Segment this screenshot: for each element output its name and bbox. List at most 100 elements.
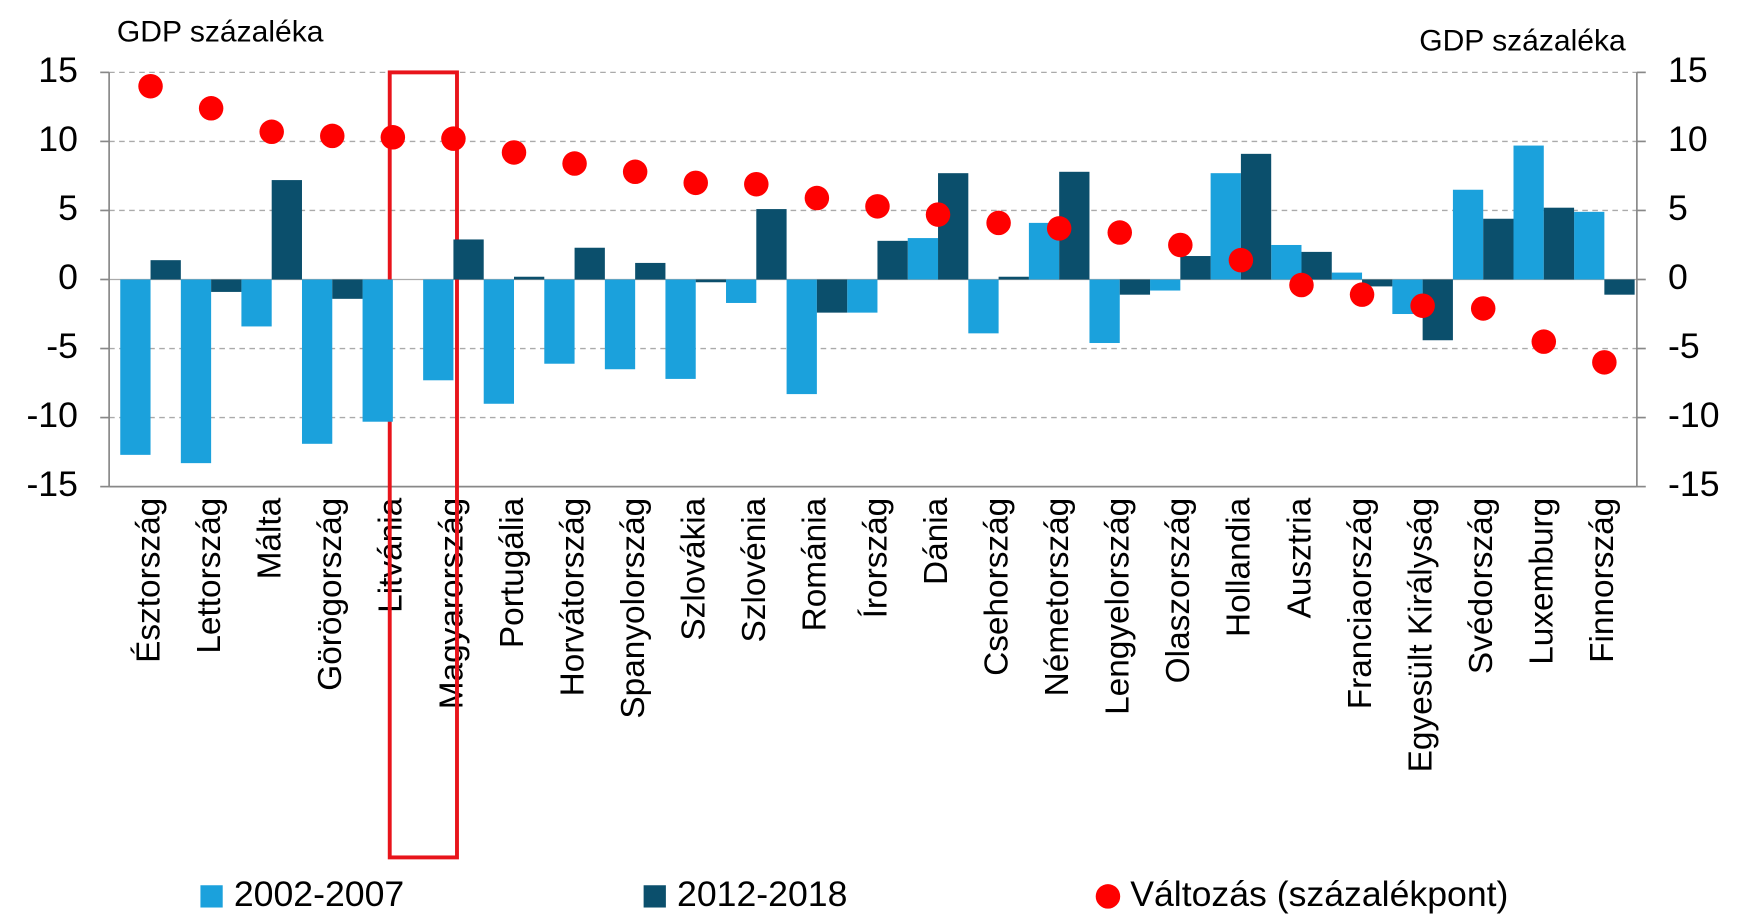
dot xyxy=(138,73,163,99)
x-tick-label: Románia xyxy=(797,497,834,631)
bar xyxy=(998,276,1029,280)
bar xyxy=(1513,145,1544,280)
bar xyxy=(635,262,666,280)
y-axis-title: GDP százaléka xyxy=(117,15,324,48)
bar xyxy=(1271,244,1302,280)
x-tick-label: Portugália xyxy=(494,497,531,648)
x-tick-label: Málta xyxy=(252,497,289,579)
bar xyxy=(695,279,727,283)
bar xyxy=(1150,279,1181,291)
bar xyxy=(1604,279,1635,295)
dot xyxy=(380,125,406,150)
dot xyxy=(1046,216,1072,241)
bar xyxy=(120,279,151,455)
dot xyxy=(562,151,587,176)
dot xyxy=(1592,350,1617,375)
dot xyxy=(986,210,1011,236)
x-tick-label: Horvátország xyxy=(554,498,591,697)
dot xyxy=(1349,282,1375,307)
y2-tick-label: -15 xyxy=(1668,464,1720,504)
legend-label: Változás (százalékpont) xyxy=(1130,874,1508,914)
x-tick-label: Egyesült Királyság xyxy=(1402,498,1439,773)
bar xyxy=(332,279,363,299)
legend-swatch xyxy=(643,885,666,908)
dot xyxy=(804,185,830,211)
dot xyxy=(501,140,527,165)
bar xyxy=(271,180,302,280)
y2-tick-label: 15 xyxy=(1668,50,1708,90)
x-tick-label: Görögország xyxy=(312,498,349,691)
bar xyxy=(1543,207,1575,280)
dot xyxy=(259,119,284,145)
x-tick-label: Ausztria xyxy=(1281,497,1318,618)
bar xyxy=(907,238,939,280)
bar xyxy=(726,279,757,303)
x-tick-label: Hollandia xyxy=(1221,497,1258,637)
bar xyxy=(847,279,878,313)
x-tick-label: Spanyolország xyxy=(615,498,652,719)
bar xyxy=(1452,189,1484,280)
bar xyxy=(938,173,969,280)
bar xyxy=(1574,211,1605,280)
y-tick-label: 0 xyxy=(58,257,78,297)
dot xyxy=(925,202,951,227)
bar xyxy=(150,260,181,280)
dot xyxy=(1107,220,1133,245)
bar xyxy=(786,279,817,395)
x-tick-label: Szlovákia xyxy=(676,497,713,640)
dot xyxy=(622,159,648,185)
bar xyxy=(756,209,787,280)
bar xyxy=(241,279,272,327)
y2-tick-label: 5 xyxy=(1668,188,1688,228)
legend-label: 2012-2018 xyxy=(677,874,847,914)
bar xyxy=(968,279,999,334)
highlight-box xyxy=(387,70,459,860)
y-tick-label: -15 xyxy=(26,464,78,504)
x-tick-label: Dánia xyxy=(918,497,955,585)
bar xyxy=(514,276,545,280)
bar xyxy=(362,279,393,422)
x-tick-label: Finnország xyxy=(1584,498,1621,663)
bar xyxy=(423,279,454,381)
y-tick-label: 15 xyxy=(38,50,78,90)
y2-tick-label: -10 xyxy=(1668,395,1720,435)
dot xyxy=(198,96,224,121)
bar xyxy=(604,279,636,370)
bar xyxy=(574,247,605,280)
x-tick-label: Lettország xyxy=(191,498,228,654)
y-tick-label: 5 xyxy=(58,188,78,228)
bar xyxy=(1180,256,1211,280)
y-tick-label: 10 xyxy=(38,119,78,159)
bar xyxy=(665,279,696,379)
dot xyxy=(1531,329,1557,354)
legend-swatch xyxy=(1095,884,1121,909)
y2-tick-label: -5 xyxy=(1668,326,1700,366)
bar xyxy=(1089,279,1120,344)
y-tick-label: -10 xyxy=(26,395,78,435)
bar xyxy=(483,279,515,404)
x-tick-label: Magyarország xyxy=(433,498,470,710)
dot xyxy=(1168,232,1193,258)
y2-tick-label: 10 xyxy=(1668,119,1708,159)
legend-swatch xyxy=(200,885,223,908)
x-tick-label: Svédország xyxy=(1463,498,1500,674)
dot xyxy=(1228,247,1254,273)
dot xyxy=(1470,296,1496,321)
dot xyxy=(441,126,466,151)
x-tick-label: Észtország xyxy=(130,498,167,663)
x-tick-label: Szlovénia xyxy=(736,497,773,642)
dot xyxy=(865,194,890,219)
legend-label: 2002-2007 xyxy=(234,874,404,914)
bar xyxy=(1483,218,1514,280)
x-tick-label: Németország xyxy=(1039,498,1076,697)
bar xyxy=(1119,279,1151,295)
x-tick-label: Olaszország xyxy=(1160,498,1197,684)
bar xyxy=(301,279,333,444)
x-tick-label: Csehország xyxy=(978,498,1015,676)
dot xyxy=(683,170,708,196)
x-tick-label: Írország xyxy=(857,498,894,619)
y2-tick-label: 0 xyxy=(1668,257,1688,297)
x-tick-label: Lengyelország xyxy=(1100,498,1137,715)
bar xyxy=(877,240,908,280)
